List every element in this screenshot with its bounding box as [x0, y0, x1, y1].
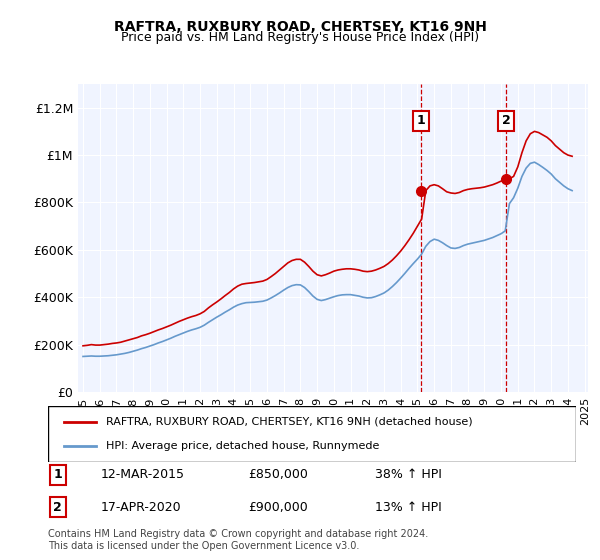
Text: Price paid vs. HM Land Registry's House Price Index (HPI): Price paid vs. HM Land Registry's House … — [121, 31, 479, 44]
Text: HPI: Average price, detached house, Runnymede: HPI: Average price, detached house, Runn… — [106, 441, 379, 451]
Text: 17-APR-2020: 17-APR-2020 — [101, 501, 181, 514]
Text: Contains HM Land Registry data © Crown copyright and database right 2024.
This d: Contains HM Land Registry data © Crown c… — [48, 529, 428, 551]
Text: 2: 2 — [53, 501, 62, 514]
Text: 38% ↑ HPI: 38% ↑ HPI — [376, 468, 442, 482]
Text: £900,000: £900,000 — [248, 501, 308, 514]
FancyBboxPatch shape — [48, 406, 576, 462]
Text: RAFTRA, RUXBURY ROAD, CHERTSEY, KT16 9NH (detached house): RAFTRA, RUXBURY ROAD, CHERTSEY, KT16 9NH… — [106, 417, 473, 427]
Text: 1: 1 — [53, 468, 62, 482]
Text: 1: 1 — [416, 114, 425, 128]
Text: RAFTRA, RUXBURY ROAD, CHERTSEY, KT16 9NH: RAFTRA, RUXBURY ROAD, CHERTSEY, KT16 9NH — [113, 20, 487, 34]
Text: £850,000: £850,000 — [248, 468, 308, 482]
Text: 13% ↑ HPI: 13% ↑ HPI — [376, 501, 442, 514]
Text: 12-MAR-2015: 12-MAR-2015 — [101, 468, 185, 482]
Text: 2: 2 — [502, 114, 511, 128]
